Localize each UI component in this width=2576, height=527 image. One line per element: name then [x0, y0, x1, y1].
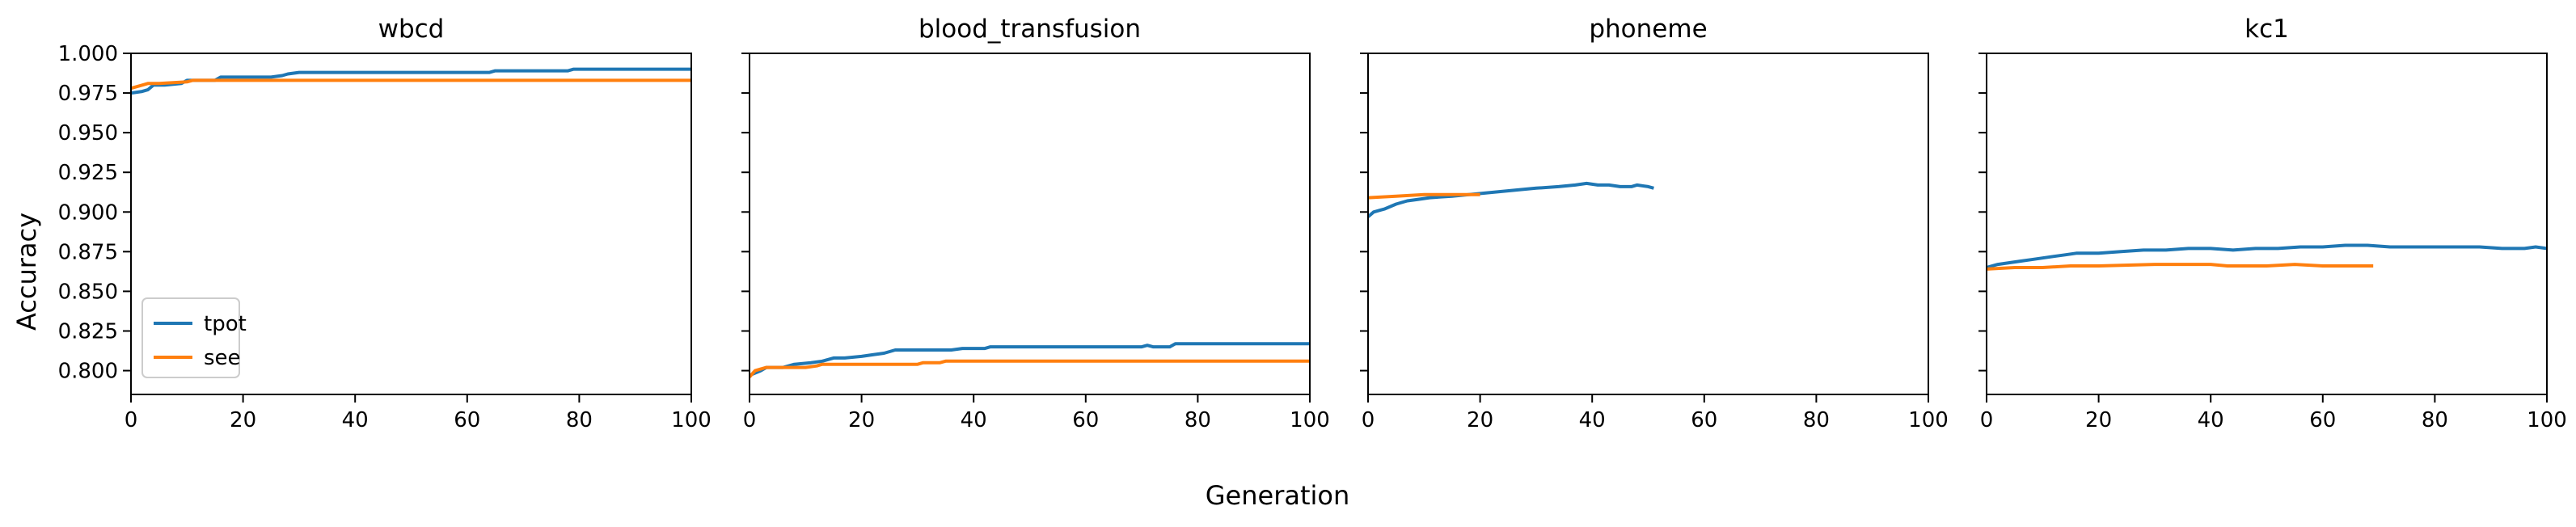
subplot-title: blood_transfusion: [918, 15, 1141, 44]
x-tick-label: 0: [1980, 408, 1994, 432]
series-line-tpot: [1368, 181, 1654, 218]
subplot-kc1: kc1 0 20 40 60 80 100: [1978, 15, 2567, 432]
x-tick-label: 60: [1072, 408, 1099, 432]
legend-label-tpot: tpot: [204, 312, 247, 336]
x-tick-label: 40: [342, 408, 369, 432]
x-tick-label: 100: [1908, 408, 1949, 432]
series-line-tpot: [750, 342, 1310, 377]
y-tick-label: 0.925: [58, 161, 118, 185]
subplot-title: phoneme: [1589, 15, 1707, 44]
series-line-see: [131, 78, 691, 91]
legend-label-see: see: [204, 346, 241, 370]
subplot-phoneme: phoneme 0 20 40 60 80 100: [1360, 15, 1949, 432]
x-tick-label: 40: [1579, 408, 1606, 432]
subplot-title: wbcd: [378, 15, 445, 44]
series-line-see: [750, 359, 1310, 378]
legend: tpot see: [141, 297, 247, 378]
x-tick-label: 0: [125, 408, 138, 432]
series-line-see: [1987, 263, 2374, 271]
x-tick-label: 100: [671, 408, 712, 432]
x-tick-label: 80: [1803, 408, 1830, 432]
x-tick-label: 60: [1691, 408, 1717, 432]
axes-frame: [130, 53, 692, 395]
subplot-wbcd: wbcd 0 20 40 60 80 100 0.800 0.825 0.850 0.875 0.90…: [58, 15, 712, 432]
axes-frame: [1986, 53, 2548, 395]
x-tick-label: 80: [1185, 408, 1211, 432]
axes-frame: [1367, 53, 1929, 395]
x-tick-label: 40: [2198, 408, 2224, 432]
x-tick-label: 80: [2422, 408, 2448, 432]
y-tick-label: 0.900: [58, 200, 118, 225]
x-tick-label: 40: [961, 408, 987, 432]
axes-frame: [749, 53, 1311, 395]
x-tick-label: 20: [1467, 408, 1493, 432]
series-line-see: [1368, 192, 1480, 200]
x-tick-label: 20: [848, 408, 875, 432]
y-tick-label: 0.975: [58, 82, 118, 106]
y-tick-label: 1.000: [58, 42, 118, 66]
x-tick-label: 0: [1362, 408, 1375, 432]
y-tick-label: 0.875: [58, 240, 118, 264]
x-tick-label: 100: [2527, 408, 2567, 432]
x-tick-label: 80: [566, 408, 593, 432]
x-tick-label: 60: [454, 408, 480, 432]
x-tick-label: 0: [743, 408, 757, 432]
y-tick-label: 0.950: [58, 121, 118, 145]
series-line-tpot: [1987, 243, 2547, 269]
x-tick-label: 60: [2309, 408, 2336, 432]
x-tick-label: 100: [1290, 408, 1330, 432]
subplot-title: kc1: [2244, 15, 2289, 44]
subplots: wbcd 0 20 40 60 80 100 0.800 0.825 0.850 0.875 0.90…: [58, 15, 2567, 432]
y-tick-label: 0.800: [58, 360, 118, 384]
x-tick-label: 20: [2085, 408, 2112, 432]
y-axis-label: Accuracy: [11, 213, 42, 331]
subplot-blood_transfusion: blood_transfusion 0 20 40 60 80 100: [741, 15, 1330, 432]
x-axis-label: Generation: [1206, 480, 1350, 511]
y-tick-label: 0.825: [58, 319, 118, 344]
y-tick-label: 0.850: [58, 280, 118, 304]
x-tick-label: 20: [230, 408, 256, 432]
